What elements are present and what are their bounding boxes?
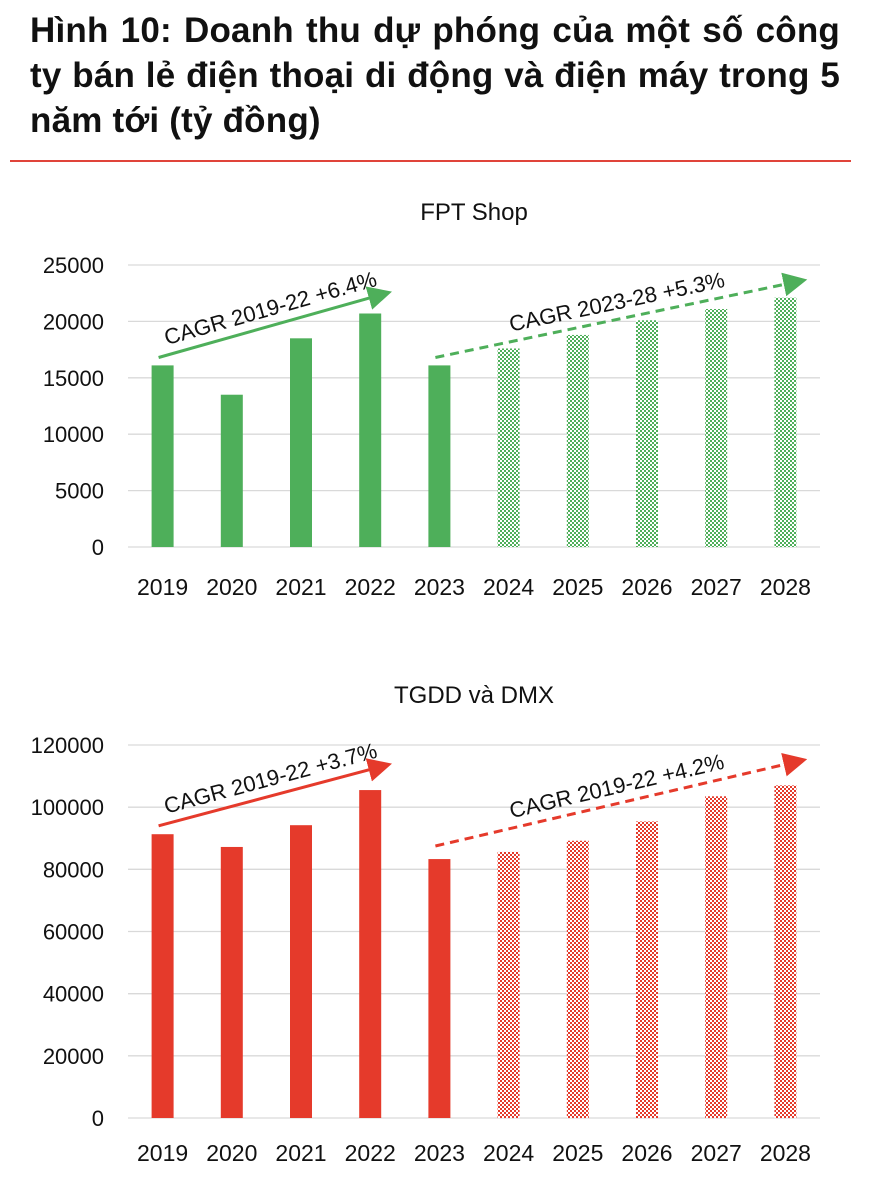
bar-2023 bbox=[428, 365, 451, 547]
forecast-bar-2025 bbox=[566, 840, 589, 1118]
title-divider bbox=[10, 160, 851, 162]
forecast-bar-2028 bbox=[774, 785, 797, 1118]
y-tick-label: 80000 bbox=[43, 857, 104, 882]
x-tick-label: 2020 bbox=[206, 574, 257, 600]
x-tick-label: 2026 bbox=[621, 574, 672, 600]
x-tick-label: 2022 bbox=[345, 574, 396, 600]
historical-cagr-arrow bbox=[158, 758, 392, 828]
tgdd-dmx-chart: TGDD và DMX 0 20000 40000 60000 80000 100000 12… bbox=[31, 682, 820, 1166]
x-tick-label: 2019 bbox=[137, 1140, 188, 1166]
forecast-bar-2026 bbox=[636, 320, 658, 547]
x-tick-label: 2023 bbox=[414, 574, 465, 600]
bar-2020 bbox=[220, 846, 243, 1118]
forecast-bar-2024 bbox=[497, 348, 520, 547]
y-tick-label: 15000 bbox=[43, 366, 104, 391]
x-tick-label: 2025 bbox=[552, 574, 603, 600]
y-tick-label: 5000 bbox=[55, 479, 104, 504]
cagr-label: CAGR 2019-22 +6.4% bbox=[161, 266, 379, 350]
fpt-shop-chart: FPT Shop 0 5000 10000 15000 20000 25000 2019 202… bbox=[43, 199, 820, 600]
bar-2023 bbox=[428, 859, 451, 1118]
x-tick-label: 2028 bbox=[760, 574, 811, 600]
x-tick-label: 2020 bbox=[206, 1140, 257, 1166]
bar-2020 bbox=[220, 394, 243, 547]
x-tick-label: 2027 bbox=[691, 1140, 742, 1166]
y-tick-label: 20000 bbox=[43, 1044, 104, 1069]
bar-2021 bbox=[290, 825, 312, 1118]
x-tick-label: 2024 bbox=[483, 574, 534, 600]
bar-2022 bbox=[359, 313, 382, 547]
cagr-label: CAGR 2019-22 +4.2% bbox=[507, 749, 726, 823]
bar-2019 bbox=[151, 365, 174, 547]
y-tick-label: 40000 bbox=[43, 982, 104, 1007]
historical-cagr-arrow bbox=[158, 286, 392, 359]
cagr-label: CAGR 2019-22 +3.7% bbox=[161, 738, 380, 819]
forecast-cagr-arrow bbox=[435, 272, 808, 359]
cagr-label: CAGR 2023-28 +5.3% bbox=[507, 267, 727, 337]
x-tick-label: 2025 bbox=[552, 1140, 603, 1166]
x-tick-label: 2021 bbox=[275, 1140, 326, 1166]
y-tick-label: 20000 bbox=[43, 309, 104, 334]
x-tick-label: 2022 bbox=[345, 1140, 396, 1166]
y-tick-label: 60000 bbox=[43, 920, 104, 945]
forecast-cagr-arrow bbox=[435, 752, 808, 848]
forecast-bar-2025 bbox=[566, 334, 589, 547]
forecast-bar-2028 bbox=[774, 297, 797, 547]
x-tick-label: 2023 bbox=[414, 1140, 465, 1166]
y-tick-label: 0 bbox=[92, 1106, 104, 1131]
bar-2021 bbox=[290, 338, 312, 547]
forecast-bar-2027 bbox=[705, 308, 728, 547]
x-tick-label: 2026 bbox=[621, 1140, 672, 1166]
x-tick-label: 2027 bbox=[691, 574, 742, 600]
x-tick-label: 2024 bbox=[483, 1140, 534, 1166]
y-tick-label: 100000 bbox=[31, 795, 104, 820]
forecast-bar-2027 bbox=[705, 796, 728, 1118]
bar-2022 bbox=[359, 790, 382, 1118]
y-tick-label: 10000 bbox=[43, 422, 104, 447]
forecast-bar-2024 bbox=[497, 851, 520, 1118]
y-tick-label: 0 bbox=[92, 535, 104, 560]
bar-2019 bbox=[151, 834, 174, 1118]
chart-title: FPT Shop bbox=[420, 199, 528, 226]
figure-title: Hình 10: Doanh thu dự phóng của một số c… bbox=[30, 11, 840, 140]
x-tick-label: 2019 bbox=[137, 574, 188, 600]
x-tick-label: 2028 bbox=[760, 1140, 811, 1166]
y-tick-label: 25000 bbox=[43, 253, 104, 278]
x-tick-label: 2021 bbox=[275, 574, 326, 600]
chart-title: TGDD và DMX bbox=[394, 682, 554, 709]
forecast-bar-2026 bbox=[636, 821, 658, 1118]
y-tick-label: 120000 bbox=[31, 733, 104, 758]
